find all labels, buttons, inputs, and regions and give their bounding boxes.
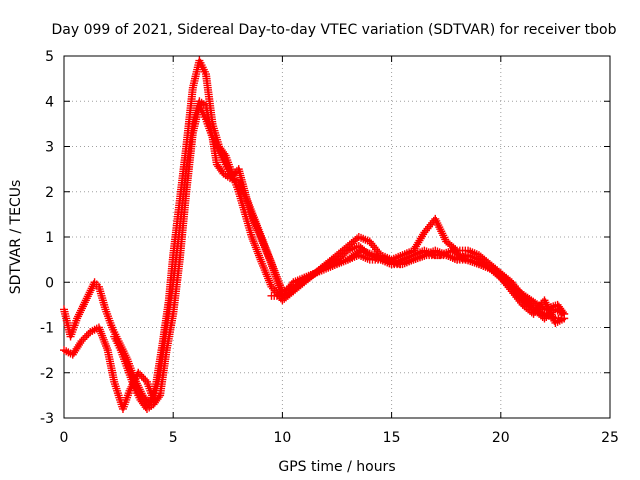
x-tick-label: 20 (492, 430, 510, 446)
y-tick-label: 1 (45, 230, 54, 246)
data-point-interp (80, 333, 89, 342)
y-tick-label: -2 (40, 366, 54, 382)
data-point-interp (136, 370, 145, 379)
y-tick-label: 2 (45, 185, 54, 201)
gridlines (64, 56, 610, 418)
data-point-interp (517, 294, 526, 303)
y-axis-label: SDTVAR / TECUs (8, 180, 24, 295)
x-tick-label: 25 (601, 430, 619, 446)
data-markers (60, 56, 569, 413)
axis-ticks: 0 5 10 15 20 25 -3 -2 -1 0 1 2 3 4 5 (40, 49, 619, 446)
data-point (77, 337, 86, 346)
x-tick-label: 5 (169, 430, 178, 446)
series-track-4 (267, 246, 569, 323)
data-point-interp (459, 254, 468, 263)
data-point-interp (141, 375, 150, 384)
data-point-interp (79, 335, 88, 344)
y-tick-label: 4 (45, 94, 54, 110)
data-point-interp (137, 372, 146, 381)
y-tick-label: 3 (45, 140, 54, 156)
data-point-interp (527, 303, 536, 312)
data-point (134, 368, 143, 377)
data-point-interp (139, 374, 148, 383)
data-point-interp (342, 248, 351, 257)
y-tick-label: -3 (40, 411, 54, 427)
x-tick-label: 0 (60, 430, 69, 446)
x-tick-label: 10 (273, 430, 291, 446)
y-tick-label: 5 (45, 49, 54, 65)
data-point-interp (558, 308, 567, 317)
series-track-2 (60, 97, 569, 413)
x-tick-label: 15 (383, 430, 401, 446)
data-point-interp (154, 393, 163, 402)
y-tick-label: 0 (45, 275, 54, 291)
data-point-interp (82, 331, 91, 340)
chart-title: Day 099 of 2021, Sidereal Day-to-day VTE… (51, 22, 616, 38)
y-tick-label: -1 (40, 321, 54, 337)
x-axis-label: GPS time / hours (278, 459, 395, 475)
series-track-1 (60, 56, 569, 409)
data-point (560, 314, 569, 323)
